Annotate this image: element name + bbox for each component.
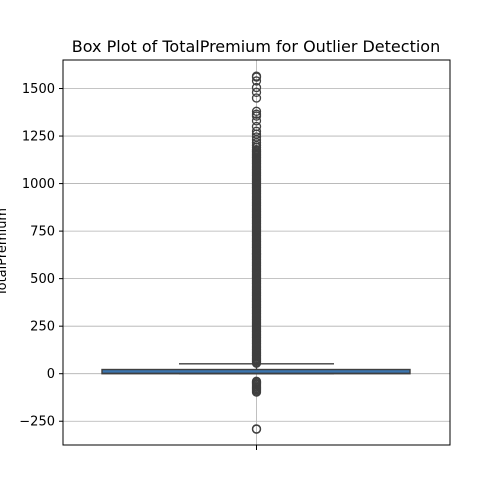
y-tick-label: 1000 (22, 177, 55, 192)
y-axis-label: TotalPremium (0, 208, 10, 297)
outlier-point (251, 76, 262, 86)
y-tick-label: 1250 (22, 130, 55, 145)
outlier-point (251, 71, 262, 81)
y-axis-ticks: −250 0 250 500 750 1000 1250 1500 (19, 82, 63, 430)
outlier-point (251, 132, 262, 142)
outlier-point (251, 387, 262, 397)
plot-area (101, 71, 411, 434)
outlier-point (251, 116, 262, 126)
outlier-point (251, 109, 262, 119)
outlier-point (251, 126, 262, 136)
outlier-point (251, 106, 262, 116)
outlier-point (251, 87, 262, 97)
y-tick-label: 750 (30, 225, 55, 240)
y-tick-label: 250 (30, 320, 55, 335)
y-tick-label: 500 (30, 272, 55, 287)
outlier-point (251, 121, 262, 132)
outlier-point (251, 424, 262, 434)
y-tick-label: 0 (47, 367, 55, 382)
y-tick-label: −250 (19, 415, 55, 430)
chart-title: Box Plot of TotalPremium for Outlier Det… (72, 37, 440, 56)
y-tick-label: 1500 (22, 82, 55, 97)
outlier-point (251, 82, 262, 93)
outlier-point (251, 93, 262, 103)
